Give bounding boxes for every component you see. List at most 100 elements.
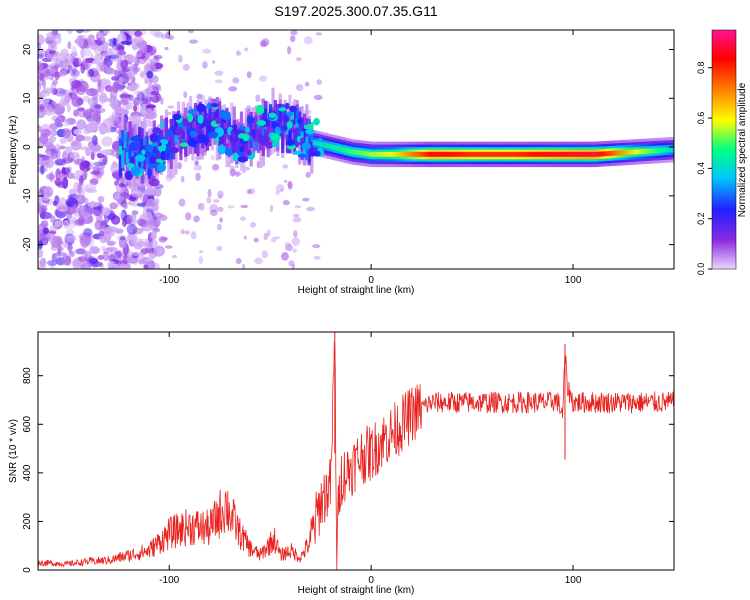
x-tick-label: 0 (368, 275, 374, 286)
heatmap-ridge-cell (598, 151, 602, 157)
heatmap-noise-blob (39, 211, 52, 220)
heatmap-noise-blob (246, 189, 253, 195)
heatmap-ridge-cell (300, 117, 304, 144)
heatmap-noise-blob (114, 180, 119, 186)
heatmap-ridge-cell (305, 136, 309, 146)
heatmap-noise-blob (232, 77, 240, 84)
heatmap-ridge-cell (164, 141, 168, 151)
heatmap-noise-blob (148, 261, 155, 269)
heatmap-noise-blob (58, 89, 71, 95)
heatmap-noise-blob (210, 155, 215, 161)
heatmap-noise-blob (38, 141, 41, 148)
heatmap-noise-blob (40, 89, 50, 98)
heatmap-noise-blob (118, 76, 124, 85)
heatmap-ridge-blob (211, 102, 219, 108)
heatmap-ridge-cell (329, 144, 333, 150)
heatmap-ridge-cell (302, 126, 307, 144)
heatmap-ridge-cell (462, 151, 466, 157)
heatmap-ridge-blob (179, 142, 190, 147)
heatmap-ridge-blob (224, 147, 234, 157)
heatmap-noise-blob (38, 53, 44, 59)
spectrogram-heatmap (38, 30, 674, 269)
heatmap-ridge-blob (170, 147, 180, 154)
heatmap-noise-blob (153, 54, 163, 60)
heatmap-ridge-cell (169, 150, 173, 160)
heatmap-ridge-cell (632, 149, 636, 155)
heatmap-ridge-cell (630, 149, 634, 155)
heatmap-ridge-cell (206, 113, 210, 122)
heatmap-noise-blob (55, 57, 61, 68)
heatmap-noise-blob (255, 94, 261, 103)
heatmap-noise-blob (269, 204, 274, 213)
heatmap-ridge-cell (298, 111, 302, 138)
spectrogram-x-ticks: -100 0 100 (159, 30, 582, 286)
heatmap-ridge-cell (121, 150, 125, 168)
heatmap-noise-blob (213, 199, 220, 203)
heatmap-ridge-cell (436, 151, 440, 157)
heatmap-noise-blob (72, 257, 80, 269)
heatmap-noise-blob (52, 30, 59, 36)
heatmap-noise-blob (54, 195, 60, 205)
heatmap-noise-blob (207, 189, 212, 198)
heatmap-noise-blob (112, 37, 117, 46)
heatmap-noise-blob (159, 214, 168, 221)
heatmap-ridge-cell (491, 151, 496, 157)
heatmap-ridge-blob (246, 116, 255, 125)
y-tick-label: -20 (22, 237, 33, 252)
heatmap-ridge-cell (579, 151, 583, 157)
heatmap-ridge-cell (334, 145, 338, 151)
heatmap-ridge-blob (274, 126, 281, 136)
heatmap-noise-blob (123, 201, 128, 210)
heatmap-noise-blob (128, 213, 137, 221)
heatmap-noise-blob (69, 151, 80, 159)
heatmap-ridge-cell (511, 151, 515, 157)
heatmap-ridge-cell (438, 151, 442, 157)
heatmap-noise-blob (198, 255, 204, 265)
heatmap-noise-blob (150, 230, 157, 241)
heatmap-ridge-cell (431, 151, 435, 157)
heatmap-noise-blob (144, 111, 157, 120)
heatmap-ridge-cell (642, 149, 646, 154)
heatmap-noise-blob (38, 82, 42, 92)
heatmap-noise-blob (236, 50, 241, 56)
heatmap-noise-blob (219, 217, 224, 223)
heatmap-ridge-cell (591, 151, 595, 157)
heatmap-ridge-cell (121, 130, 125, 157)
heatmap-ridge-cell (237, 145, 241, 155)
heatmap-noise-blob (38, 70, 45, 75)
heatmap-ridge-blob (296, 118, 304, 125)
heatmap-noise-blob (39, 72, 45, 82)
heatmap-noise-blob (80, 146, 91, 151)
heatmap-noise-blob (54, 116, 62, 128)
heatmap-noise-blob (56, 203, 69, 212)
heatmap-ridge-blob (242, 133, 250, 142)
heatmap-noise-blob (72, 204, 79, 214)
heatmap-noise-blob (49, 174, 56, 180)
heatmap-noise-blob (129, 30, 133, 37)
heatmap-noise-blob (150, 75, 159, 84)
heatmap-noise-blob (164, 245, 173, 249)
heatmap-ridge-cell (283, 114, 287, 124)
heatmap-noise-blob (60, 69, 67, 77)
heatmap-noise-blob (118, 263, 128, 269)
heatmap-noise-blob (254, 257, 263, 265)
heatmap-ridge-cell (600, 151, 605, 157)
heatmap-ridge-cell (395, 151, 399, 157)
heatmap-ridge-cell (215, 108, 219, 118)
heatmap-noise-blob (133, 105, 138, 112)
heatmap-ridge-cell (596, 151, 600, 157)
heatmap-ridge-cell (312, 140, 316, 146)
heatmap-noise-blob (117, 45, 125, 52)
heatmap-ridge-cell (162, 118, 166, 154)
heatmap-ridge-cell (237, 132, 241, 150)
heatmap-ridge-cell (651, 148, 655, 154)
heatmap-ridge-cell (584, 151, 588, 157)
heatmap-noise-blob (228, 86, 238, 92)
heatmap-noise-blob (67, 243, 73, 253)
heatmap-noise-blob (115, 249, 125, 261)
heatmap-noise-blob (180, 175, 185, 183)
heatmap-ridge-cell (402, 151, 406, 157)
heatmap-noise-blob (97, 255, 105, 260)
heatmap-ridge-cell (605, 151, 609, 157)
heatmap-ridge-cell (324, 143, 328, 149)
